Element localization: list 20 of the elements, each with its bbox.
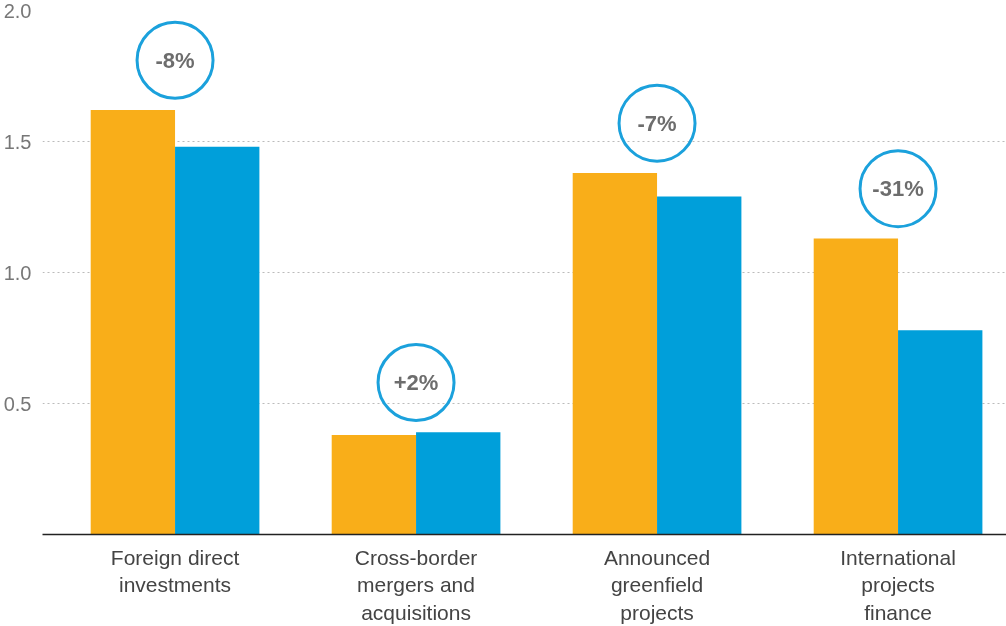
y-tick-label: 0.5: [3, 392, 32, 415]
bar: [331, 434, 417, 535]
x-tick-label: International projects finance: [840, 545, 956, 624]
annotation: -8%: [155, 47, 195, 73]
bar: [898, 330, 983, 535]
bar: [813, 238, 899, 535]
bar: [572, 172, 658, 535]
x-tick-label: Foreign direct investments: [110, 545, 240, 597]
annotation: +2%: [393, 370, 439, 396]
annotation: -31%: [872, 176, 924, 202]
bar: [90, 110, 176, 535]
y-tick-label: 2.0: [3, 0, 32, 22]
annotation: -7%: [637, 110, 677, 136]
x-tick-label: Announced greenfield projects: [603, 545, 711, 624]
bar: [416, 432, 501, 535]
y-tick-label: 1.5: [3, 130, 32, 153]
bar: [657, 196, 742, 535]
x-tick-label: Cross-border mergers and acquisitions: [354, 545, 478, 624]
bar: [175, 146, 260, 535]
y-tick-label: 1.0: [3, 261, 32, 284]
